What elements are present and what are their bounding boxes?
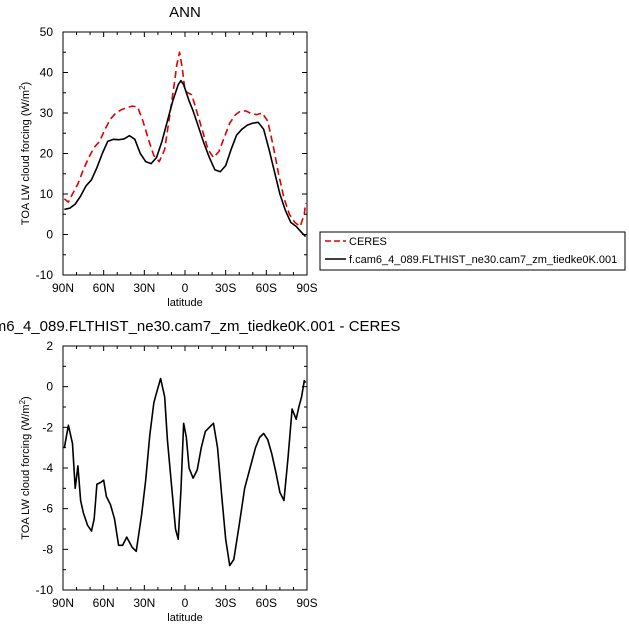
x-tick-label: 90S	[296, 281, 317, 295]
chart-panel-2: f.cam6_4_089.FLTHIST_ne30.cam7_zm_tiedke…	[0, 318, 400, 624]
y-tick-label: -4	[42, 461, 53, 475]
chart-panel-1: ANN 90N 60N 30N 0 30S 60S 90S -10 0 10 20 30 40 50 lati…	[18, 4, 318, 309]
series-line-1	[63, 51, 307, 228]
y-axis-label: TOA LW cloud forcing (W/m2)	[18, 396, 32, 539]
y-axis-label: TOA LW cloud forcing (W/m2)	[18, 82, 32, 225]
plot-frame	[62, 345, 308, 591]
y-tick-label: 30	[40, 106, 54, 120]
x-tick-label: 30S	[215, 596, 236, 610]
chart-title: ANN	[169, 4, 201, 21]
y-tick-label: 10	[40, 187, 54, 201]
y-tick-label: -2	[42, 420, 53, 434]
y-tick-label: -8	[42, 542, 53, 556]
x-tick-label: 30S	[215, 281, 236, 295]
y-tick-label: 20	[40, 147, 54, 161]
y-tick-label: 0	[46, 228, 53, 242]
series-line-1	[63, 377, 307, 567]
y-tick-label: -6	[42, 502, 53, 516]
legend-box	[319, 231, 626, 271]
x-tick-label: 0	[182, 596, 189, 610]
y-tick-label: -10	[36, 583, 54, 597]
x-axis-label: latitude	[167, 612, 202, 624]
series-line-2	[64, 79, 307, 238]
x-tick-label: 90S	[296, 596, 317, 610]
y-tick-label: -10	[36, 268, 54, 282]
x-tick-label: 60N	[93, 596, 115, 610]
chart-title: f.cam6_4_089.FLTHIST_ne30.cam7_zm_tiedke…	[0, 318, 400, 335]
y-tick-label: 50	[40, 25, 54, 39]
x-tick-label: 90N	[52, 281, 74, 295]
x-axis-label: latitude	[167, 297, 202, 309]
legend-label-2: f.cam6_4_089.FLTHIST_ne30.cam7_zm_tiedke…	[349, 254, 617, 266]
legend: CERES f.cam6_4_089.FLTHIST_ne30.cam7_zm_t…	[319, 231, 626, 271]
legend-label-1: CERES	[349, 236, 387, 248]
x-tick-label: 60S	[256, 596, 277, 610]
x-tick-label: 30N	[133, 281, 155, 295]
x-tick-label: 60S	[256, 281, 277, 295]
x-tick-label: 30N	[133, 596, 155, 610]
x-tick-label: 0	[182, 281, 189, 295]
y-tick-label: 40	[40, 66, 54, 80]
y-tick-label: 0	[46, 380, 53, 394]
x-tick-label: 90N	[52, 596, 74, 610]
y-tick-label: 2	[46, 339, 53, 353]
x-tick-label: 60N	[93, 281, 115, 295]
